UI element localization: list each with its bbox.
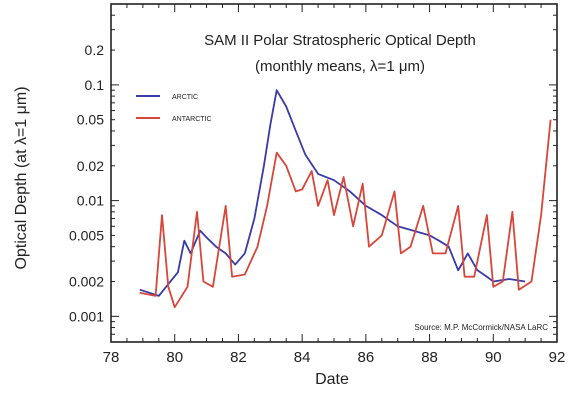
x-tick-label: 92 [549, 349, 566, 366]
y-tick-label: 0.01 [77, 193, 104, 209]
y-tick-label: 0.05 [77, 112, 104, 128]
y-axis: 0.001 0.002 0.005 0.01 0.02 0.05 0.1 0.2 [69, 3, 557, 343]
legend-label-arctic: ARCTIC [172, 94, 198, 101]
x-tick-label: 90 [485, 349, 502, 366]
x-axis-label: Date [315, 371, 349, 388]
y-tick-label: 0.001 [69, 308, 104, 324]
y-tick-label: 0.005 [69, 227, 104, 243]
x-tick-label: 82 [230, 349, 247, 366]
series-line-antarctic [139, 119, 552, 309]
series-layer [139, 89, 552, 309]
x-tick-label: 86 [358, 349, 375, 366]
chart-subtitle: (monthly means, λ=1 μm) [255, 58, 425, 75]
series-line-arctic [139, 89, 526, 297]
chart-title: SAM II Polar Stratospheric Optical Depth [204, 32, 476, 49]
x-axis: 78 80 82 84 86 88 90 92 [103, 4, 566, 366]
legend: ARCTIC ANTARCTIC [136, 94, 212, 123]
legend-label-antarctic: ANTARCTIC [172, 116, 212, 123]
x-tick-label: 88 [421, 349, 438, 366]
y-tick-label: 0.1 [85, 77, 105, 93]
y-tick-label: 0.2 [85, 42, 105, 58]
y-tick-label: 0.02 [77, 158, 104, 174]
y-tick-label: 0.002 [69, 273, 104, 289]
source-note: Source: M.P. McCormick/NASA LaRC [414, 323, 548, 332]
x-tick-label: 84 [294, 349, 311, 366]
plot-frame [110, 3, 558, 343]
x-tick-label: 78 [103, 349, 120, 366]
x-tick-label: 80 [166, 349, 183, 366]
y-axis-label: Optical Depth (at λ=1 μm) [13, 86, 30, 269]
